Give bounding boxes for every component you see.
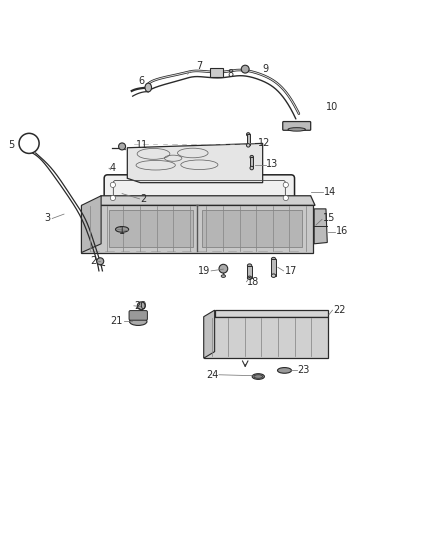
Circle shape — [241, 65, 249, 73]
Ellipse shape — [252, 374, 265, 379]
Circle shape — [97, 258, 104, 265]
Polygon shape — [81, 196, 101, 253]
FancyBboxPatch shape — [129, 311, 148, 320]
Ellipse shape — [250, 156, 254, 159]
Polygon shape — [201, 210, 302, 247]
Text: 2: 2 — [141, 194, 147, 204]
Ellipse shape — [254, 375, 263, 378]
FancyBboxPatch shape — [272, 259, 276, 276]
Text: 24: 24 — [206, 370, 218, 380]
Polygon shape — [127, 143, 263, 183]
Text: 10: 10 — [326, 102, 338, 112]
Text: 11: 11 — [136, 140, 148, 150]
Circle shape — [219, 264, 228, 273]
Text: 7: 7 — [196, 61, 202, 71]
Polygon shape — [314, 209, 327, 244]
Polygon shape — [97, 196, 315, 205]
Circle shape — [283, 182, 288, 188]
Ellipse shape — [130, 318, 147, 326]
Text: 8: 8 — [228, 69, 234, 79]
FancyBboxPatch shape — [104, 175, 294, 208]
Ellipse shape — [272, 257, 276, 261]
Text: 5: 5 — [8, 140, 14, 150]
Text: 14: 14 — [324, 187, 336, 197]
Text: 3: 3 — [45, 214, 51, 223]
Text: 2: 2 — [91, 256, 97, 266]
Text: 16: 16 — [336, 225, 348, 236]
Ellipse shape — [247, 276, 252, 280]
Text: 18: 18 — [247, 277, 260, 287]
Circle shape — [138, 302, 145, 310]
Ellipse shape — [116, 227, 129, 232]
Text: 9: 9 — [263, 64, 269, 74]
Ellipse shape — [145, 83, 152, 92]
Circle shape — [110, 182, 116, 188]
FancyBboxPatch shape — [247, 134, 250, 146]
Ellipse shape — [278, 368, 291, 373]
Ellipse shape — [247, 264, 252, 268]
Text: 20: 20 — [134, 301, 146, 311]
Text: 21: 21 — [110, 316, 123, 326]
Text: 15: 15 — [323, 214, 335, 223]
Polygon shape — [204, 317, 328, 358]
Circle shape — [110, 195, 116, 200]
Text: 13: 13 — [266, 159, 279, 169]
Text: 4: 4 — [110, 163, 116, 173]
Ellipse shape — [288, 128, 305, 131]
Text: 1: 1 — [119, 225, 125, 236]
Ellipse shape — [247, 143, 250, 147]
FancyBboxPatch shape — [247, 265, 252, 278]
Text: 17: 17 — [285, 266, 297, 276]
Polygon shape — [81, 205, 313, 253]
Ellipse shape — [247, 133, 250, 136]
Ellipse shape — [221, 275, 226, 277]
Text: 19: 19 — [198, 266, 210, 276]
Ellipse shape — [272, 274, 276, 277]
Text: 6: 6 — [139, 76, 145, 86]
Polygon shape — [109, 210, 193, 247]
Circle shape — [283, 195, 288, 200]
Circle shape — [119, 143, 126, 150]
Polygon shape — [215, 310, 328, 317]
Ellipse shape — [250, 166, 254, 170]
Text: 23: 23 — [297, 366, 310, 375]
Polygon shape — [204, 310, 215, 358]
Text: 22: 22 — [333, 305, 346, 315]
FancyBboxPatch shape — [210, 68, 223, 77]
Text: 12: 12 — [258, 139, 271, 148]
FancyBboxPatch shape — [250, 157, 254, 168]
FancyBboxPatch shape — [283, 122, 311, 130]
